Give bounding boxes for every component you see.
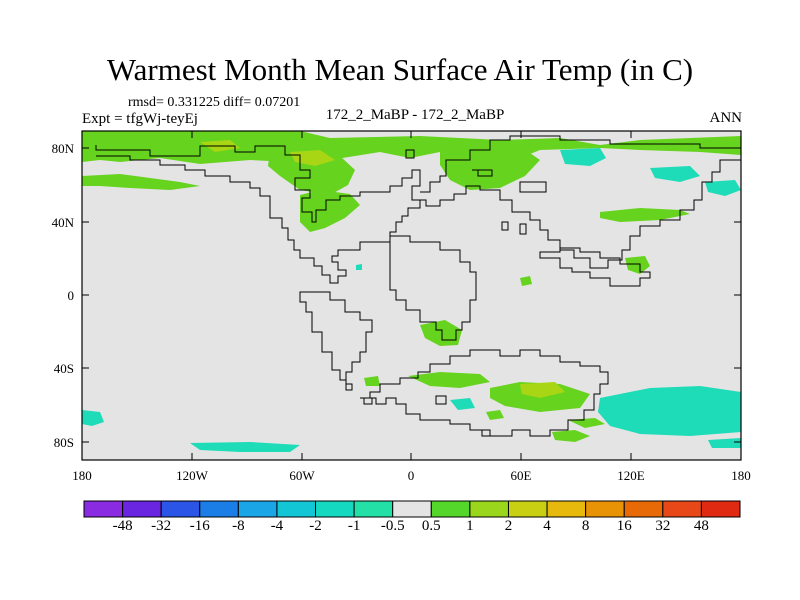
colorbar-swatch — [315, 500, 355, 518]
island-coastline — [519, 223, 527, 235]
plot-title: Warmest Month Mean Surface Air Temp (in … — [106, 52, 694, 87]
colorbar-swatch — [392, 500, 432, 518]
rmsd-diff-stats: rmsd= 0.331225 diff= 0.07201 — [128, 95, 301, 110]
lat-label: 40N — [51, 215, 74, 230]
colorbar-label: 8 — [581, 518, 590, 534]
lon-label: 180 — [72, 468, 92, 483]
experiment-label: Expt = tfgWj-teyEj — [82, 111, 198, 127]
colorbar-swatch — [585, 500, 625, 518]
lat-label: 0 — [67, 288, 75, 303]
colorbar-label: 4 — [543, 518, 551, 534]
island-coastline — [481, 429, 491, 437]
lon-label: 0 — [407, 468, 415, 483]
season-label: ANN — [709, 110, 743, 126]
colorbar-swatch — [700, 500, 741, 518]
island-coastline — [363, 397, 373, 405]
colorbar-swatch — [83, 500, 124, 518]
colorbar-label: -48 — [112, 518, 133, 534]
colorbar-label: -32 — [151, 518, 172, 534]
colorbar-label: 2 — [504, 518, 513, 534]
lon-label: 60W — [289, 468, 315, 483]
colorbar-label: 16 — [616, 518, 632, 534]
colorbar-swatch — [430, 500, 471, 518]
lon-ticks — [191, 131, 632, 460]
colorbar-swatch — [353, 500, 394, 518]
arctic-island-coastline — [472, 169, 493, 177]
lat-label: 80N — [51, 141, 74, 156]
lat-label: 80S — [53, 435, 74, 450]
coastlines — [95, 135, 741, 437]
colorbar-label: 1 — [466, 518, 474, 534]
lon-label: 120E — [617, 468, 645, 483]
colorbar-swatch — [160, 500, 201, 518]
colorbar-swatch — [623, 500, 664, 518]
colorbar-swatch — [546, 500, 587, 518]
colorbar-label: -0.5 — [380, 518, 405, 534]
colorbar-swatch — [237, 500, 278, 518]
colorbar-label: 32 — [655, 518, 671, 534]
lon-label: 60E — [510, 468, 532, 483]
colorbar-swatch — [199, 500, 239, 518]
lat-label: 40S — [53, 361, 74, 376]
south-america-coastline — [299, 291, 373, 391]
colorbar-swatch — [507, 500, 548, 518]
colorbar-label: -2 — [309, 518, 322, 534]
antarctica-coastline — [360, 349, 609, 437]
colorbar — [83, 500, 741, 518]
eurasia-coastline — [420, 135, 741, 269]
lon-label: 120W — [176, 468, 208, 483]
arctic-island-coastline — [519, 181, 547, 193]
colorbar-swatch — [662, 500, 702, 518]
colorbar-swatch — [276, 500, 317, 518]
colorbar-swatch — [122, 500, 162, 518]
negative-anomaly-regions — [82, 148, 741, 452]
lon-label: 180 — [731, 468, 751, 483]
colorbar-swatch — [469, 500, 509, 518]
colorbar-label: -1 — [347, 518, 361, 534]
period-label: 172_2_MaBP - 172_2_MaBP — [325, 107, 505, 123]
colorbar-label: -16 — [189, 518, 210, 534]
africa-coastline — [389, 235, 477, 341]
colorbar-label: 48 — [693, 518, 709, 534]
lat-ticks — [82, 147, 741, 443]
colorbar-label: -8 — [232, 518, 245, 534]
colorbar-label: -4 — [270, 518, 284, 534]
colorbar-label: 0.5 — [421, 518, 441, 534]
north-america-coastline — [95, 145, 421, 284]
island-coastline — [405, 149, 415, 159]
island-coastline — [501, 221, 509, 231]
island-coastline — [435, 395, 447, 405]
australia-coastline — [539, 247, 651, 287]
